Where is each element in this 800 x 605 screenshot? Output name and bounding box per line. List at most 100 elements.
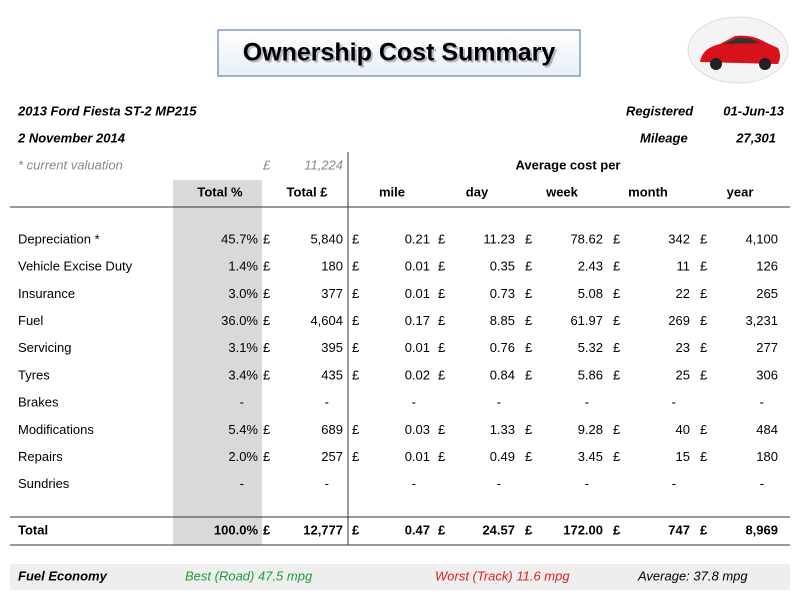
footer-bar: [10, 564, 790, 590]
currency: £: [352, 231, 360, 246]
column-header: month: [628, 184, 668, 199]
currency: £: [613, 340, 621, 355]
currency: £: [352, 313, 360, 328]
cell: 2.0%: [228, 449, 258, 464]
valuation: 11,224: [304, 157, 343, 172]
cell: 4,100: [745, 231, 778, 246]
currency: £: [700, 313, 708, 328]
currency: £: [352, 422, 360, 437]
cell: 689: [321, 422, 343, 437]
currency: £: [352, 449, 360, 464]
currency: £: [438, 231, 446, 246]
currency: £: [700, 259, 708, 274]
row-label: Vehicle Excise Duty: [18, 259, 133, 274]
currency: £: [613, 286, 621, 301]
currency: £: [700, 286, 708, 301]
currency: £: [352, 259, 360, 274]
cell: 3.1%: [228, 340, 258, 355]
cell: -: [325, 476, 329, 491]
currency: £: [525, 231, 533, 246]
valuation-currency: £: [262, 157, 271, 172]
cell: -: [412, 476, 416, 491]
currency: £: [263, 286, 271, 301]
cell: -: [760, 395, 764, 410]
cell: 747: [668, 522, 690, 537]
cell: 0.01: [405, 286, 430, 301]
currency: £: [438, 449, 446, 464]
currency: £: [613, 259, 621, 274]
currency: £: [438, 313, 446, 328]
currency: £: [613, 231, 621, 246]
currency: £: [613, 522, 621, 537]
currency: £: [263, 367, 271, 382]
cell: 12,777: [303, 522, 343, 537]
cell: 0.21: [405, 231, 430, 246]
cell: 377: [321, 286, 343, 301]
row-label: Insurance: [18, 286, 75, 301]
cell: 8.85: [490, 313, 515, 328]
row-label: Tyres: [18, 367, 50, 382]
cell: 269: [668, 313, 690, 328]
cell: 126: [756, 259, 778, 274]
title: Ownership Cost Summary: [243, 39, 556, 67]
cell: 11.23: [483, 231, 515, 246]
row-label: Repairs: [18, 449, 63, 464]
row-label: Total: [18, 522, 48, 537]
cell: 40: [676, 422, 690, 437]
currency: £: [438, 259, 446, 274]
cell: 100.0%: [214, 522, 259, 537]
cell: 180: [321, 259, 343, 274]
currency: £: [613, 422, 621, 437]
cell: 3.4%: [228, 367, 258, 382]
currency: £: [438, 522, 446, 537]
cell: 0.01: [405, 449, 430, 464]
currency: £: [263, 313, 271, 328]
cell: -: [672, 395, 676, 410]
currency: £: [263, 422, 271, 437]
currency: £: [352, 367, 360, 382]
vehicle: 2013 Ford Fiesta ST-2 MP215: [17, 103, 197, 118]
cell: 0.01: [405, 340, 430, 355]
cell: -: [412, 395, 416, 410]
currency: £: [700, 367, 708, 382]
cell: 0.02: [405, 367, 430, 382]
column-header: mile: [379, 184, 405, 199]
currency: £: [438, 286, 446, 301]
average: Average: 37.8 mpg: [637, 568, 748, 583]
column-header: week: [545, 184, 579, 199]
cell: 24.57: [482, 522, 515, 537]
currency: £: [613, 367, 621, 382]
group-header: Average cost per: [515, 157, 620, 172]
column-header: day: [466, 184, 489, 199]
currency: £: [525, 259, 533, 274]
currency: £: [700, 340, 708, 355]
cell: 36.0%: [221, 313, 258, 328]
cell: 1.33: [490, 422, 515, 437]
cell: -: [240, 476, 244, 491]
cell: 0.73: [490, 286, 515, 301]
cell: 265: [756, 286, 778, 301]
cell: 0.17: [405, 313, 430, 328]
worst: Worst (Track) 11.6 mpg: [435, 568, 570, 583]
cell: 61.97: [570, 313, 603, 328]
currency: £: [525, 286, 533, 301]
cell: 5.32: [578, 340, 603, 355]
currency: £: [525, 313, 533, 328]
title-box: [217, 29, 581, 77]
currency: £: [525, 522, 533, 537]
cell: 277: [756, 340, 778, 355]
cell: -: [325, 395, 329, 410]
mileage-label: Mileage: [640, 130, 688, 145]
cell: 9.28: [578, 422, 603, 437]
cell: -: [240, 395, 244, 410]
cell: 5,840: [310, 231, 343, 246]
cell: 0.49: [490, 449, 515, 464]
footer-label: Fuel Economy: [18, 568, 108, 583]
currency: £: [525, 422, 533, 437]
currency: £: [352, 522, 360, 537]
cell: -: [497, 395, 501, 410]
cell: -: [760, 476, 764, 491]
row-label: Depreciation *: [18, 231, 100, 246]
cell: 306: [756, 367, 778, 382]
